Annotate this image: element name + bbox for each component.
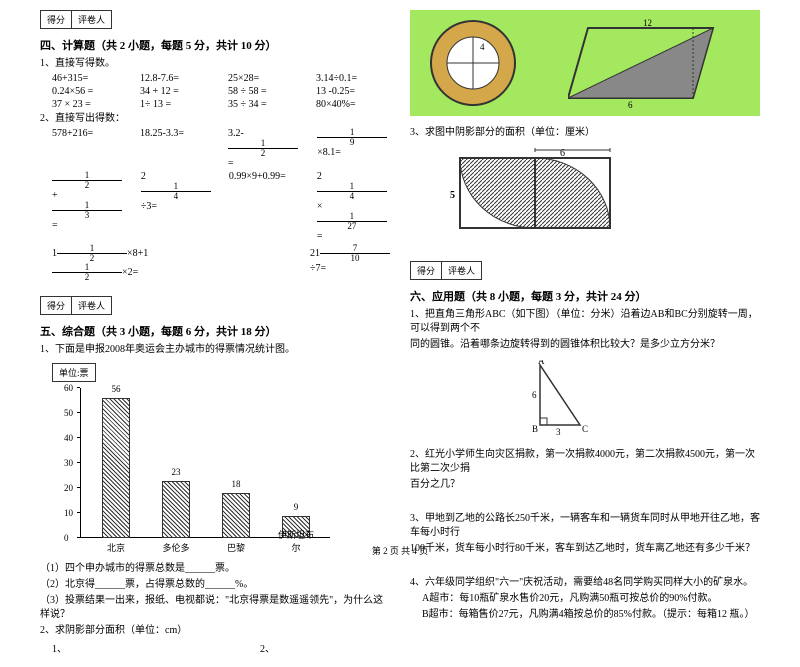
s5-sub1: （1）四个申办城市的得票总数是______票。 [40, 562, 390, 576]
grader-label: 评卷人 [72, 11, 111, 28]
s5-sub3: （3）投票结果一出来，报纸、电视都说："北京得票是数遥遥领先"，为什么这样说？ [40, 594, 390, 622]
s6-q3a: 3、甲地到乙地的公路长250千米，一辆客车和一辆货车同时从甲地开往乙地，客车每小… [410, 512, 760, 540]
q1-text: 1、直接写得数。 [40, 57, 390, 71]
score-label-3: 得分 [411, 262, 442, 279]
svg-text:6: 6 [628, 100, 633, 108]
s5-sub2: （2）北京得______票，占得票总数的______%。 [40, 578, 390, 592]
math-row-5: 12+13= 214÷3= 0.99×9+0.99= 214×127= [52, 171, 390, 242]
circle-figure: 4 [418, 18, 528, 108]
r-q3: 3、求图中阴影部分的面积（单位：厘米） [410, 126, 760, 140]
s6-q4b: A超市：每10瓶矿泉水售价20元，凡购满50瓶可按总价的90%付款。 [422, 592, 760, 606]
svg-text:3: 3 [556, 427, 561, 437]
bar-chart: 单位:票 010203040506056北京23多伦多18巴黎9伊斯坦布尔 [52, 363, 390, 556]
grader-label-2: 评卷人 [72, 297, 111, 314]
math-row-2: 0.24×56 = 34 + 12 = 58 ÷ 58 = 13 -0.25= [52, 86, 390, 97]
score-label-2: 得分 [41, 297, 72, 314]
q2-text: 2、直接写出得数： [40, 112, 390, 126]
parallelogram-figure: 12 6 [568, 18, 718, 108]
math-row-1: 46+315= 12.8-7.6= 25×28= 3.14÷0.1= [52, 73, 390, 84]
s5-q2-2: 2、 [260, 640, 330, 655]
s6-q4a: 4、六年级同学组织"六一"庆祝活动，需要给48名同学购买同样大小的矿泉水。 [410, 576, 760, 590]
score-label: 得分 [41, 11, 72, 28]
s5-q1: 1、下面是申报2008年奥运会主办城市的得票情况统计图。 [40, 343, 390, 357]
shade-figure: 6 5 [450, 148, 760, 241]
s6-q4c: B超市：每箱售价27元，凡购满4箱按总价的85%付款。（提示：每箱12 瓶。） [422, 608, 760, 622]
grader-label-3: 评卷人 [442, 262, 481, 279]
svg-text:B: B [532, 424, 538, 434]
geometry-shapes: 4 12 6 [410, 10, 760, 116]
math-row-4: 578+216= 18.25-3.3= 3.2-12= 19×8.1= [52, 128, 390, 169]
svg-text:4: 4 [480, 42, 485, 52]
math-row-6: 112×8+112×2= 21710÷7= [52, 244, 390, 282]
section-5-title: 五、综合题（共 3 小题，每题 6 分，共计 18 分） [40, 323, 390, 339]
s6-q1a: 1、把直角三角形ABC（如下图）（单位：分米）沿着边AB和BC分别旋转一周，可以… [410, 308, 760, 336]
svg-text:A: A [538, 360, 545, 366]
chart-unit: 单位:票 [52, 363, 96, 382]
triangle-figure: A B C 6 3 [530, 360, 610, 440]
page-footer: 第 2 页 共 4 页 [0, 544, 800, 557]
s5-q2: 2、求阴影部分面积（单位：cm） [40, 624, 390, 638]
math-row-3: 37 × 23 = 1÷ 13 = 35 ÷ 34 = 80×40%= [52, 99, 390, 110]
svg-text:6: 6 [532, 390, 537, 400]
s5-q2-1: 1、 [52, 640, 122, 655]
section-6-title: 六、应用题（共 8 小题，每题 3 分，共计 24 分） [410, 288, 760, 304]
s6-q2b: 百分之几？ [410, 478, 760, 492]
s6-q2a: 2、红光小学师生向灾区捐款，第一次捐款4000元，第二次捐款4500元，第一次比… [410, 448, 760, 476]
svg-text:12: 12 [643, 18, 652, 28]
s6-q1b: 同的圆锥。沿着哪条边旋转得到的圆锥体积比较大？是多少立方分米？ [410, 338, 760, 352]
svg-text:5: 5 [450, 190, 455, 201]
section-4-title: 四、计算题（共 2 小题，每题 5 分，共计 10 分） [40, 37, 390, 53]
svg-text:C: C [582, 424, 588, 434]
